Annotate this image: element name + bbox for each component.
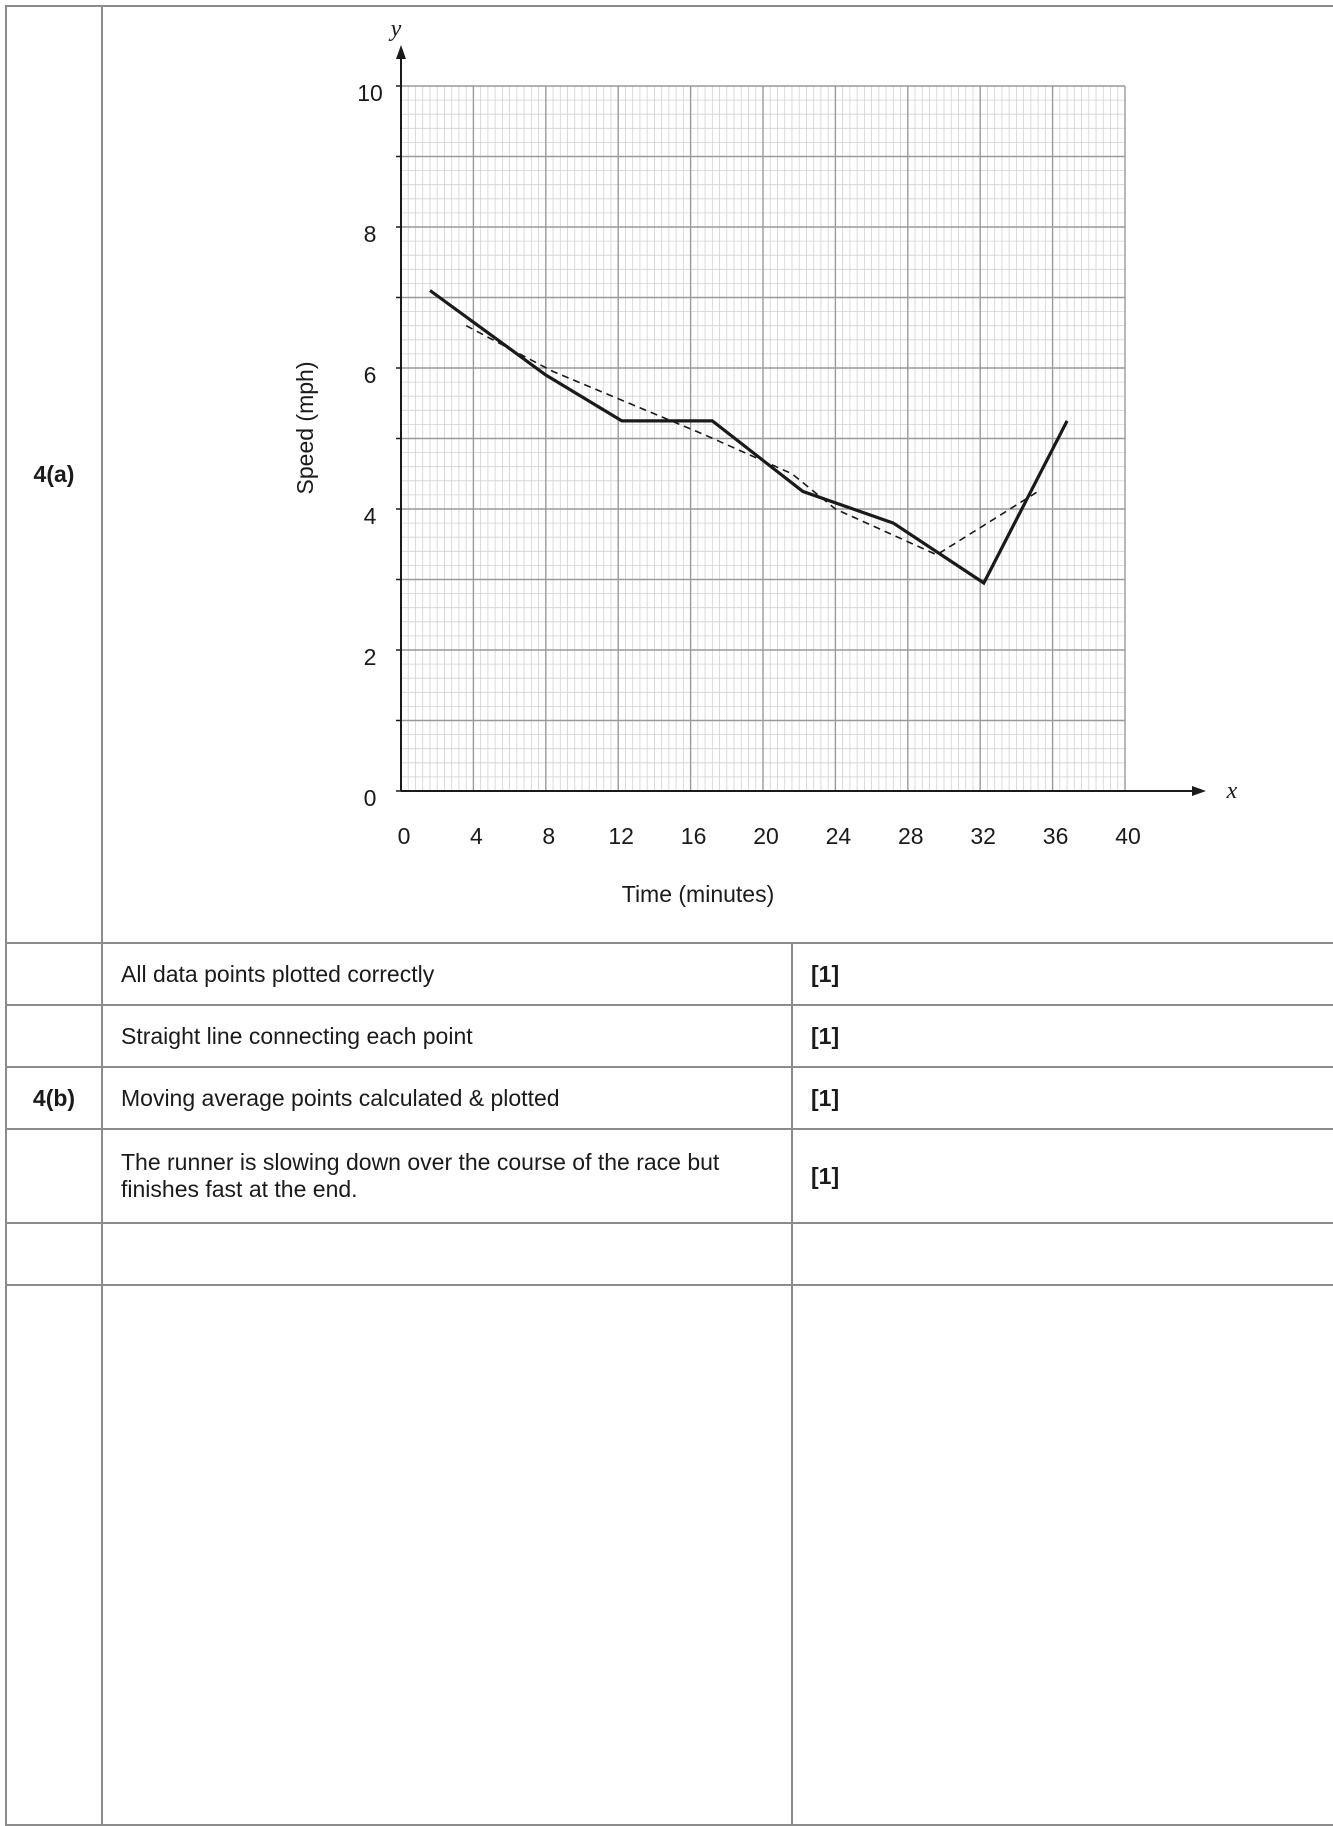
x-tick-labels: 0 4 8 12 16 20 24 28 32 36 40	[398, 823, 1141, 849]
y-tick-label: 8	[364, 221, 377, 247]
row-empty-large	[5, 1284, 1333, 1826]
question-number	[5, 1284, 103, 1826]
y-axis-arrow	[396, 45, 406, 59]
x-tick-label: 32	[970, 823, 996, 849]
answer-text	[101, 1284, 793, 1826]
question-number	[5, 942, 103, 1006]
mark-value: [1]	[791, 1128, 1333, 1224]
answer-text	[101, 1222, 793, 1286]
x-tick-label: 16	[681, 823, 707, 849]
x-tick-label: 24	[826, 823, 852, 849]
row-4b-moving-average: 4(b) Moving average points calculated & …	[5, 1066, 1333, 1130]
y-tick-labels: 0 2 4 6 8 10	[357, 80, 383, 811]
major-grid	[396, 85, 1126, 792]
graph-cell: y x 0 4 8 12 16 20 24 28 32 36 40 0 2 4 6 8 10 Time (mi…	[101, 5, 1333, 944]
y-axis-variable: y	[389, 16, 402, 42]
x-tick-label: 4	[470, 823, 483, 849]
moving-average-line	[465, 324, 1039, 556]
row-runner-comment: The runner is slowing down over the cour…	[5, 1128, 1333, 1224]
x-axis-variable: x	[1226, 778, 1238, 804]
x-tick-label: 12	[608, 823, 634, 849]
mark-value: [1]	[791, 1066, 1333, 1130]
mark-value: [1]	[791, 942, 1333, 1006]
x-tick-label: 20	[753, 823, 779, 849]
mark-value	[791, 1222, 1333, 1286]
question-number	[5, 1222, 103, 1286]
row-empty	[5, 1222, 1333, 1286]
row-4a-graph: 4(a) y x 0 4 8 12 16 20 24 28 32 36 40 0 2 4 6 8 10 Tim…	[5, 5, 1333, 944]
x-tick-label: 36	[1043, 823, 1069, 849]
question-number: 4(a)	[5, 5, 103, 944]
question-number: 4(b)	[5, 1066, 103, 1130]
row-data-points: All data points plotted correctly [1]	[5, 942, 1333, 1006]
question-number	[5, 1128, 103, 1224]
x-axis-label: Time (minutes)	[622, 881, 775, 907]
row-straight-line: Straight line connecting each point [1]	[5, 1004, 1333, 1068]
y-tick-label: 2	[364, 644, 377, 670]
question-number	[5, 1004, 103, 1068]
mark-value	[791, 1284, 1333, 1826]
answer-text: All data points plotted correctly	[101, 942, 793, 1006]
answer-text: Straight line connecting each point	[101, 1004, 793, 1068]
answer-text: Moving average points calculated & plott…	[101, 1066, 793, 1130]
y-axis-label: Speed (mph)	[292, 362, 318, 495]
x-tick-label: 40	[1115, 823, 1141, 849]
speed-data-line	[429, 289, 1069, 586]
y-tick-label: 0	[364, 785, 377, 811]
y-tick-label: 6	[364, 362, 377, 388]
mark-value: [1]	[791, 1004, 1333, 1068]
x-tick-label: 0	[398, 823, 411, 849]
x-tick-label: 8	[542, 823, 555, 849]
x-tick-label: 28	[898, 823, 924, 849]
x-axis-arrow	[1192, 786, 1206, 796]
answer-text: The runner is slowing down over the cour…	[101, 1128, 793, 1224]
markscheme-table: 4(a) y x 0 4 8 12 16 20 24 28 32 36 40 0 2 4 6 8 10 Tim…	[5, 5, 1333, 1826]
axes: y x	[389, 16, 1238, 804]
y-tick-label: 10	[357, 80, 383, 106]
series-lines	[429, 289, 1069, 586]
y-tick-label: 4	[364, 503, 377, 529]
